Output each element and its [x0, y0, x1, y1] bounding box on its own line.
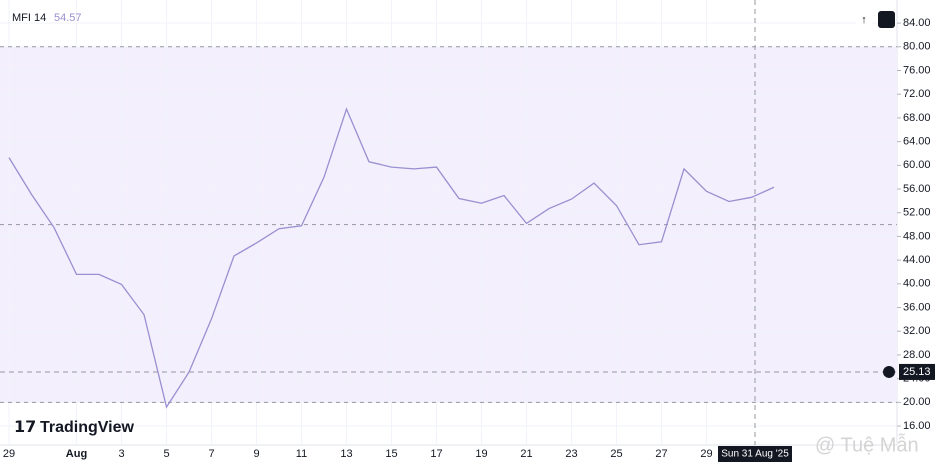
- crosshair-plus: [883, 365, 895, 378]
- x-tick-label: 27: [655, 448, 667, 460]
- arrow-icon: ↑: [861, 14, 867, 26]
- watermark-text: TradingView: [40, 419, 135, 436]
- line-series: [8, 107, 775, 409]
- x-tick-label: 21: [520, 448, 532, 460]
- watermark: 𝟭𝟳 TradingView: [14, 419, 135, 436]
- credit: @ Tuệ Mẫn: [815, 433, 919, 456]
- x-tick-label: 9: [253, 448, 259, 460]
- y-tick-label: 68.00: [903, 112, 931, 124]
- x-tick-label: 25: [610, 448, 622, 460]
- y-tick-label: 64.00: [903, 136, 931, 148]
- x-tick-label: 29: [3, 448, 15, 460]
- x-tick-label: Aug: [66, 448, 87, 460]
- y-tick-label: 52.00: [903, 207, 931, 219]
- logo-mark: 𝟭𝟳: [14, 419, 36, 436]
- y-tick-label: 20.00: [903, 396, 931, 408]
- y-tick-label: 84.00: [903, 17, 931, 29]
- x-tick-label: 13: [340, 448, 352, 460]
- x-tick-label: 11: [296, 448, 307, 460]
- x-tick-label: 5: [163, 448, 169, 460]
- x-tick-label: 7: [208, 448, 214, 460]
- y-tick-label: 32.00: [903, 325, 931, 337]
- y-tick-label: 48.00: [903, 230, 931, 242]
- indicator-name: MFI 14: [12, 12, 46, 24]
- y-tick-label: 40.00: [903, 278, 931, 290]
- crosshair-y-box: [899, 363, 935, 380]
- indicator-value: 54.57: [54, 12, 82, 24]
- y-tick-label: 56.00: [903, 183, 931, 195]
- crosshair-x-box: [718, 446, 792, 462]
- y-tick-label: 80.00: [903, 41, 931, 53]
- x-tick-label: 29: [700, 448, 712, 460]
- x-tick-label: 23: [565, 448, 577, 460]
- arrow-button[interactable]: [856, 12, 872, 28]
- x-tick-label: 3: [118, 448, 124, 460]
- x-tick-label: 15: [385, 448, 397, 460]
- settings-button[interactable]: [878, 11, 895, 28]
- y-tick-label: 28.00: [903, 349, 931, 361]
- y-tick-label: 44.00: [903, 254, 931, 266]
- crosshair-y-label: 25.13: [903, 366, 931, 378]
- y-tick-label: 76.00: [903, 64, 931, 76]
- y-tick-label: 72.00: [903, 88, 931, 100]
- x-tick-label: 17: [430, 448, 442, 460]
- y-tick-label: 16.00: [903, 420, 931, 432]
- crosshair-x-label: Sun 31 Aug '25: [721, 449, 789, 460]
- y-tick-label: 36.00: [903, 301, 931, 313]
- y-tick-label: 60.00: [903, 159, 931, 171]
- x-tick-label: 19: [475, 448, 487, 460]
